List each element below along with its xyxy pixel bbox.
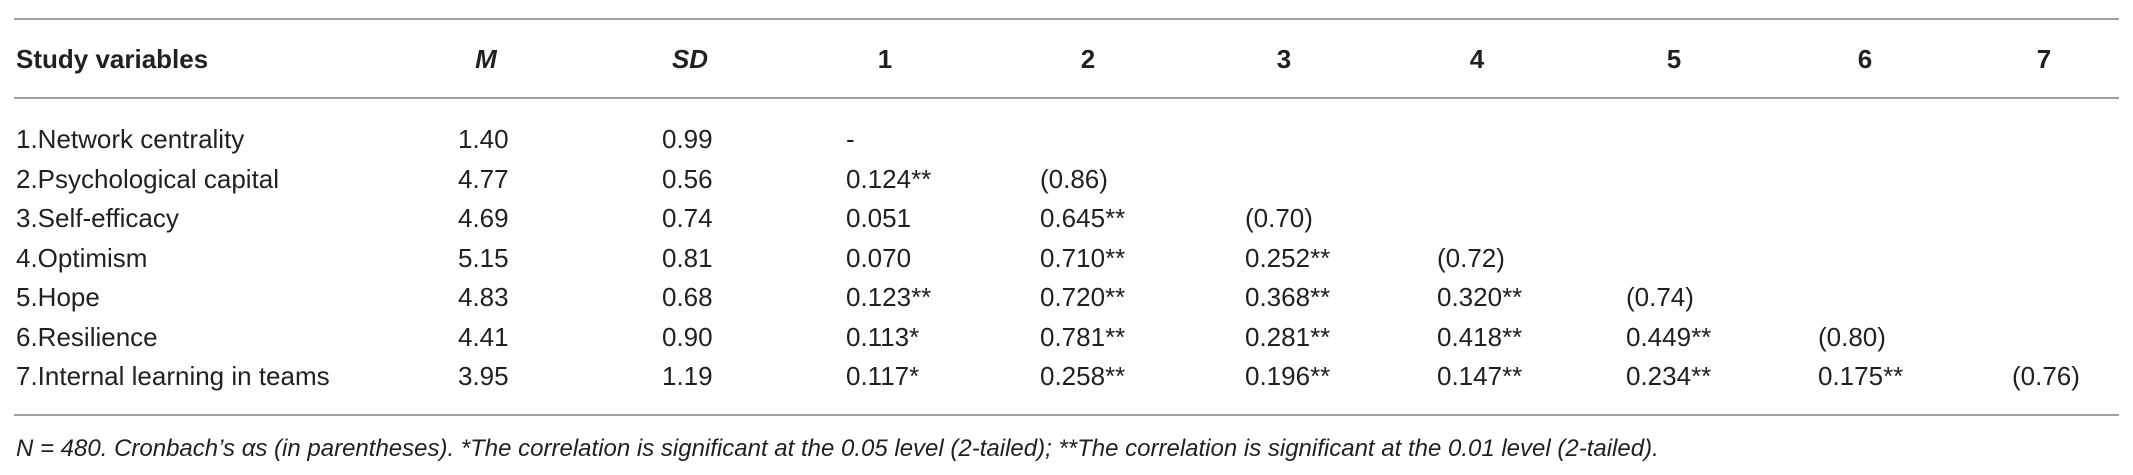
table-cell: 0.175** bbox=[1818, 361, 1904, 391]
table-cell: 0.90 bbox=[662, 321, 713, 352]
table-cell: 0.123** bbox=[846, 282, 932, 312]
footnote: N = 480. Cronbach’s αs (in parentheses).… bbox=[16, 435, 1659, 462]
table-cell: 4.41 bbox=[458, 321, 509, 352]
table-cell: 0.234** bbox=[1626, 361, 1712, 391]
header-cell: 4 bbox=[1469, 44, 1485, 74]
table-cell: 0.56 bbox=[662, 163, 713, 194]
row-label: 1.Network centrality bbox=[16, 124, 245, 154]
table-cell: 0.781** bbox=[1040, 321, 1126, 352]
header-cell: 7 bbox=[2036, 44, 2052, 74]
table-cell: 0.051 bbox=[846, 203, 912, 233]
table-cell: (0.86) bbox=[1040, 163, 1108, 194]
table-cell: (0.76) bbox=[2012, 361, 2080, 391]
table-cell: 4.83 bbox=[458, 282, 509, 312]
header-cell: 1 bbox=[877, 44, 893, 74]
header-cell: 2 bbox=[1080, 44, 1096, 74]
table-cell: 4.77 bbox=[458, 163, 509, 194]
row-label: 7.Internal learning in teams bbox=[16, 361, 330, 391]
header-cell: M bbox=[475, 44, 497, 74]
table-cell: 0.645** bbox=[1040, 203, 1126, 233]
table-cell: (0.74) bbox=[1626, 282, 1694, 312]
table-cell: 0.81 bbox=[662, 242, 713, 273]
table-cell: 0.196** bbox=[1245, 361, 1331, 391]
table-cell: 0.117* bbox=[846, 361, 920, 391]
table-cell: 0.418** bbox=[1437, 321, 1523, 352]
table-cell: 1.19 bbox=[662, 361, 713, 391]
table-cell: 0.124** bbox=[846, 163, 932, 194]
header-cell: Study variables bbox=[16, 44, 209, 74]
header-cell: 5 bbox=[1666, 44, 1682, 74]
row-label: 2.Psychological capital bbox=[16, 163, 280, 194]
table-cell: 0.070 bbox=[846, 242, 912, 273]
row-label: 3.Self-efficacy bbox=[16, 203, 179, 233]
table-cell: 5.15 bbox=[458, 242, 509, 273]
table-cell: 4.69 bbox=[458, 203, 509, 233]
table-cell: 0.368** bbox=[1245, 282, 1331, 312]
table-cell: 0.710** bbox=[1040, 242, 1126, 273]
table-cell: 0.320** bbox=[1437, 282, 1523, 312]
table-cell: 3.95 bbox=[458, 361, 509, 391]
table-cell: 0.99 bbox=[662, 124, 713, 154]
table-cell: 0.74 bbox=[662, 203, 713, 233]
table-cell: 0.281** bbox=[1245, 321, 1331, 352]
table-cell: (0.72) bbox=[1437, 242, 1505, 273]
row-label: 5.Hope bbox=[16, 282, 100, 312]
row-label: 4.Optimism bbox=[16, 242, 148, 273]
table-cell: - bbox=[846, 124, 855, 154]
top-rule bbox=[14, 18, 2119, 20]
table-cell: 0.113* bbox=[846, 321, 920, 352]
table-cell: 0.258** bbox=[1040, 361, 1126, 391]
table-cell: 0.68 bbox=[662, 282, 713, 312]
table-cell: 0.449** bbox=[1626, 321, 1712, 352]
table-cell: (0.70) bbox=[1245, 203, 1313, 233]
bottom-rule bbox=[14, 414, 2119, 416]
table-cell: 0.252** bbox=[1245, 242, 1331, 273]
table-cell: 0.720** bbox=[1040, 282, 1126, 312]
table-cell: 0.147** bbox=[1437, 361, 1523, 391]
table-cell: (0.80) bbox=[1818, 321, 1886, 352]
header-cell: 3 bbox=[1276, 44, 1292, 74]
header-rule bbox=[14, 97, 2119, 99]
table-cell: 1.40 bbox=[458, 124, 509, 154]
header-cell: 6 bbox=[1857, 44, 1873, 74]
row-label: 6.Resilience bbox=[16, 321, 158, 352]
header-cell: SD bbox=[671, 44, 709, 74]
